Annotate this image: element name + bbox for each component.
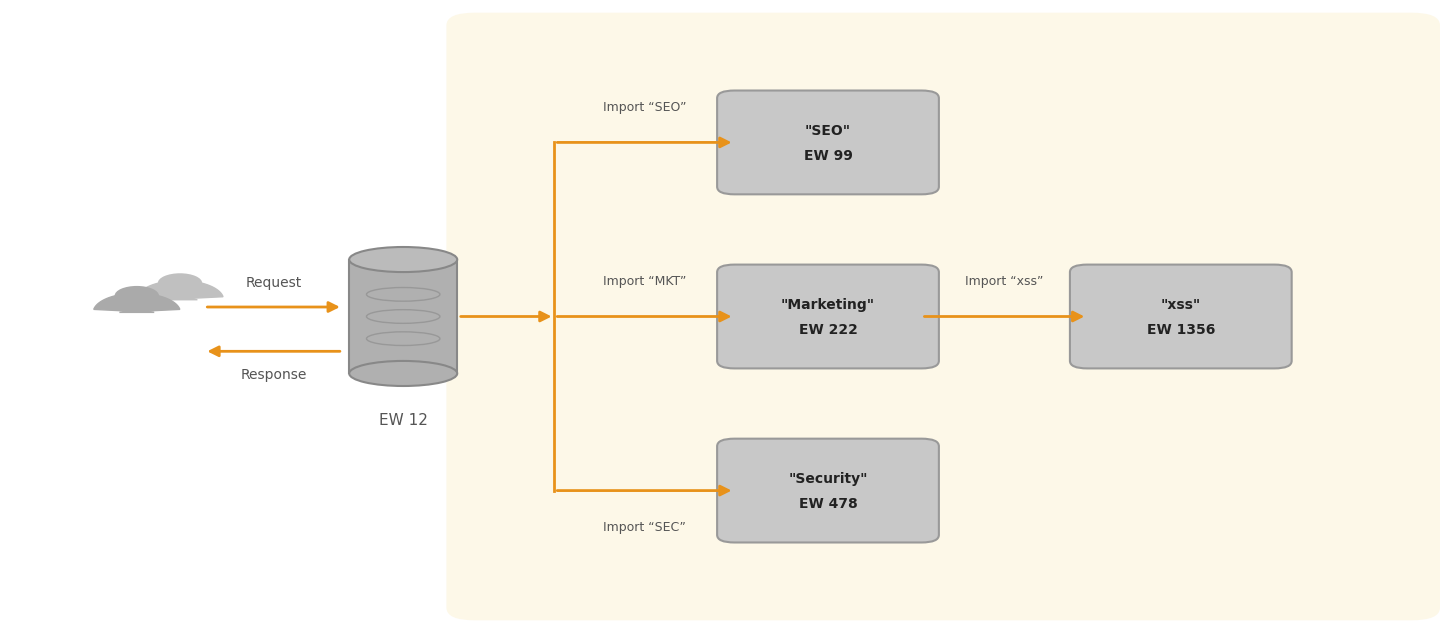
FancyBboxPatch shape — [717, 91, 939, 194]
Text: EW 12: EW 12 — [379, 413, 428, 429]
Text: Import “MKT”: Import “MKT” — [603, 275, 685, 288]
Text: "Security": "Security" — [788, 472, 868, 486]
FancyBboxPatch shape — [717, 439, 939, 542]
FancyBboxPatch shape — [1070, 265, 1292, 368]
FancyBboxPatch shape — [717, 265, 939, 368]
Text: Request: Request — [245, 276, 302, 290]
Ellipse shape — [350, 247, 458, 272]
Circle shape — [115, 286, 158, 305]
Text: Import “SEC”: Import “SEC” — [603, 521, 685, 534]
Text: Response: Response — [240, 368, 307, 382]
Ellipse shape — [350, 361, 458, 386]
Text: "SEO": "SEO" — [805, 124, 851, 138]
Text: EW 1356: EW 1356 — [1146, 323, 1215, 337]
Text: EW 222: EW 222 — [799, 323, 857, 337]
Text: Import “xss”: Import “xss” — [965, 275, 1044, 288]
Text: "xss": "xss" — [1161, 298, 1201, 312]
FancyBboxPatch shape — [446, 13, 1440, 620]
Text: Import “SEO”: Import “SEO” — [603, 101, 685, 114]
Polygon shape — [94, 293, 180, 313]
FancyBboxPatch shape — [350, 260, 458, 373]
Text: "Marketing": "Marketing" — [780, 298, 876, 312]
Text: EW 99: EW 99 — [804, 149, 852, 163]
Circle shape — [158, 273, 202, 292]
Polygon shape — [137, 280, 223, 300]
Text: EW 478: EW 478 — [799, 497, 857, 511]
